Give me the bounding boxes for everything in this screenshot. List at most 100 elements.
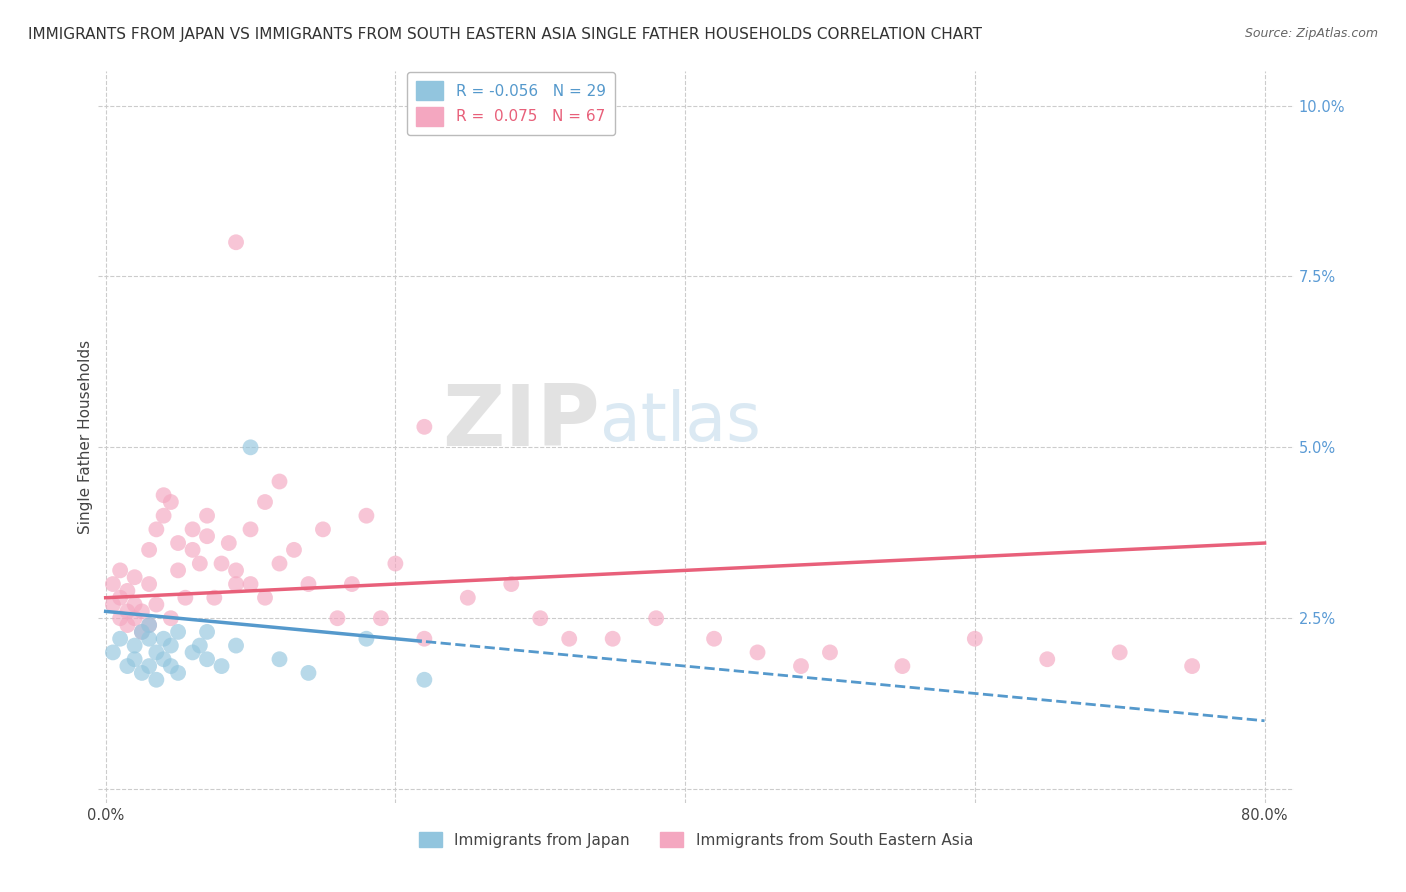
- Point: [181, 645, 204, 659]
- Point: [117, 618, 139, 632]
- Point: [101, 598, 124, 612]
- Point: [356, 632, 378, 646]
- Point: [413, 632, 436, 646]
- Point: [703, 632, 725, 646]
- Point: [101, 577, 124, 591]
- Point: [747, 645, 769, 659]
- Point: [225, 235, 247, 250]
- Point: [195, 624, 218, 639]
- Point: [818, 645, 841, 659]
- Point: [457, 591, 479, 605]
- Point: [108, 563, 131, 577]
- Text: atlas: atlas: [600, 390, 761, 456]
- Point: [188, 557, 211, 571]
- Point: [131, 624, 153, 639]
- Point: [225, 577, 247, 591]
- Point: [195, 529, 218, 543]
- Point: [181, 542, 204, 557]
- Point: [145, 598, 167, 612]
- Point: [413, 673, 436, 687]
- Point: [117, 659, 139, 673]
- Point: [384, 557, 406, 571]
- Point: [283, 542, 305, 557]
- Point: [145, 645, 167, 659]
- Point: [269, 557, 291, 571]
- Point: [297, 577, 319, 591]
- Point: [101, 645, 124, 659]
- Text: IMMIGRANTS FROM JAPAN VS IMMIGRANTS FROM SOUTH EASTERN ASIA SINGLE FATHER HOUSEH: IMMIGRANTS FROM JAPAN VS IMMIGRANTS FROM…: [28, 27, 983, 42]
- Point: [138, 542, 160, 557]
- Point: [225, 639, 247, 653]
- Point: [340, 577, 363, 591]
- Point: [167, 536, 190, 550]
- Point: [225, 563, 247, 577]
- Point: [108, 632, 131, 646]
- Point: [138, 618, 160, 632]
- Point: [167, 665, 190, 680]
- Point: [108, 591, 131, 605]
- Point: [160, 639, 183, 653]
- Point: [160, 495, 183, 509]
- Point: [174, 591, 197, 605]
- Point: [558, 632, 581, 646]
- Point: [602, 632, 624, 646]
- Point: [253, 591, 276, 605]
- Point: [356, 508, 378, 523]
- Point: [211, 659, 233, 673]
- Point: [160, 611, 183, 625]
- Point: [167, 563, 190, 577]
- Point: [124, 598, 146, 612]
- Point: [253, 495, 276, 509]
- Point: [1036, 652, 1059, 666]
- Point: [370, 611, 392, 625]
- Point: [152, 508, 174, 523]
- Point: [239, 440, 262, 454]
- Y-axis label: Single Father Households: Single Father Households: [77, 340, 93, 534]
- Point: [529, 611, 551, 625]
- Point: [124, 639, 146, 653]
- Point: [269, 475, 291, 489]
- Point: [152, 632, 174, 646]
- Point: [326, 611, 349, 625]
- Point: [117, 583, 139, 598]
- Point: [138, 659, 160, 673]
- Point: [131, 604, 153, 618]
- Point: [891, 659, 914, 673]
- Point: [297, 665, 319, 680]
- Point: [167, 624, 190, 639]
- Point: [211, 557, 233, 571]
- Point: [138, 577, 160, 591]
- Point: [501, 577, 523, 591]
- Point: [117, 604, 139, 618]
- Point: [645, 611, 668, 625]
- Point: [152, 652, 174, 666]
- Point: [218, 536, 240, 550]
- Point: [195, 508, 218, 523]
- Point: [195, 652, 218, 666]
- Point: [1108, 645, 1130, 659]
- Point: [124, 611, 146, 625]
- Point: [239, 577, 262, 591]
- Point: [790, 659, 813, 673]
- Point: [145, 673, 167, 687]
- Point: [131, 624, 153, 639]
- Point: [239, 522, 262, 536]
- Point: [108, 611, 131, 625]
- Point: [202, 591, 225, 605]
- Point: [1181, 659, 1204, 673]
- Point: [963, 632, 986, 646]
- Point: [181, 522, 204, 536]
- Point: [124, 570, 146, 584]
- Point: [188, 639, 211, 653]
- Point: [269, 652, 291, 666]
- Point: [124, 652, 146, 666]
- Point: [145, 522, 167, 536]
- Point: [152, 488, 174, 502]
- Point: [160, 659, 183, 673]
- Text: ZIP: ZIP: [443, 381, 600, 464]
- Point: [138, 618, 160, 632]
- Legend: Immigrants from Japan, Immigrants from South Eastern Asia: Immigrants from Japan, Immigrants from S…: [413, 825, 979, 854]
- Point: [138, 632, 160, 646]
- Point: [413, 420, 436, 434]
- Point: [312, 522, 335, 536]
